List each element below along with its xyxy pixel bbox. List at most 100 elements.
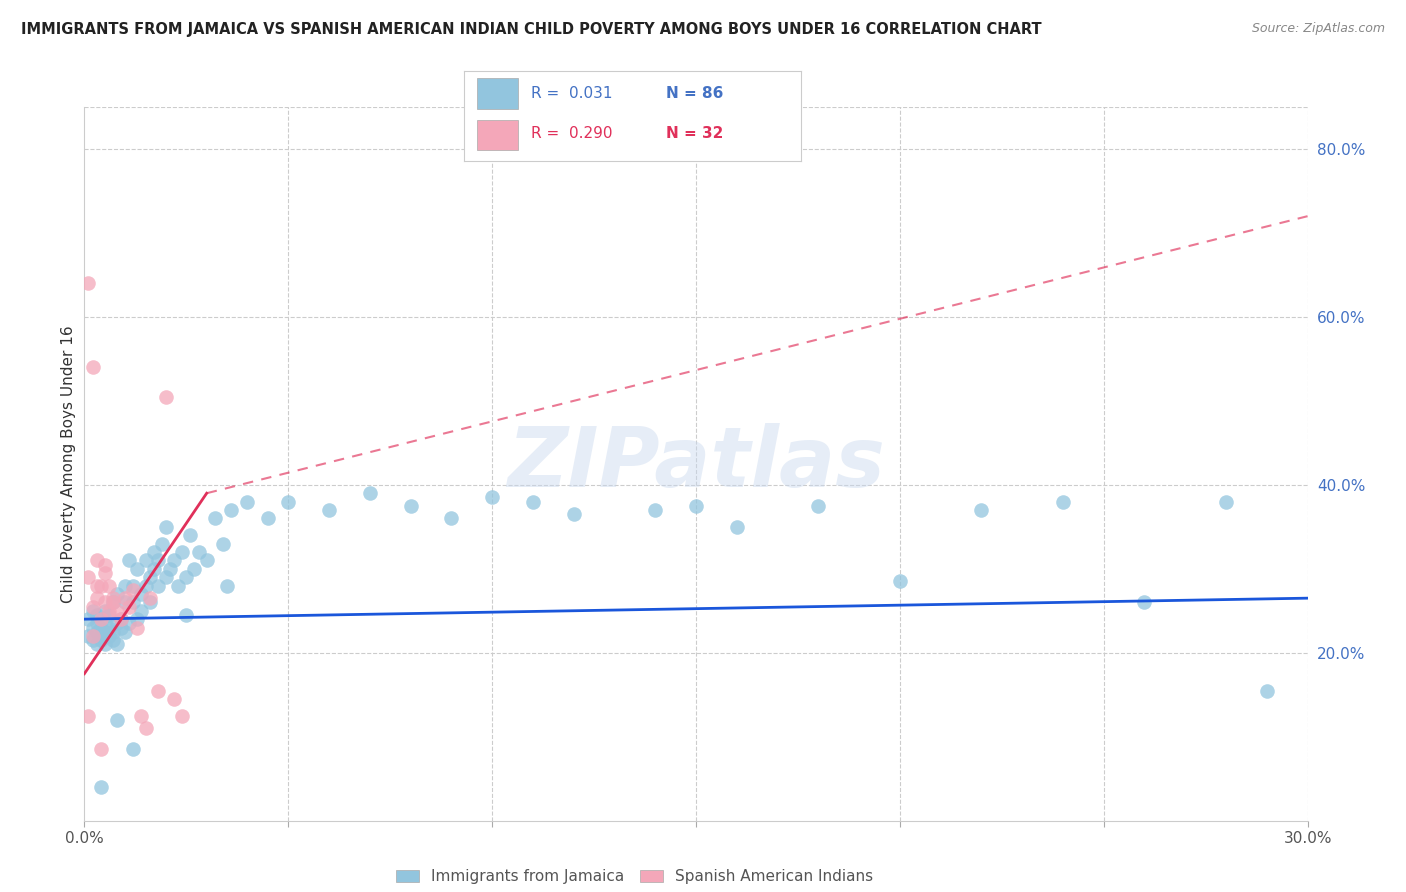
Point bbox=[90, 621, 112, 635]
Point bbox=[725, 520, 748, 534]
Point bbox=[889, 574, 911, 589]
Point bbox=[970, 503, 993, 517]
Point bbox=[82, 360, 104, 375]
Point bbox=[114, 591, 136, 606]
Point bbox=[163, 553, 186, 567]
Point bbox=[155, 390, 177, 404]
Point bbox=[101, 591, 124, 606]
Point bbox=[93, 566, 117, 580]
Point bbox=[86, 616, 108, 631]
Point bbox=[110, 612, 132, 626]
Point bbox=[127, 612, 149, 626]
Point bbox=[167, 578, 190, 592]
Point bbox=[135, 578, 157, 592]
Point bbox=[399, 499, 422, 513]
Point bbox=[93, 637, 117, 651]
Bar bbox=[478, 120, 517, 150]
Point bbox=[86, 553, 108, 567]
Point bbox=[77, 708, 100, 723]
Point bbox=[90, 578, 112, 592]
Point bbox=[90, 633, 112, 648]
Y-axis label: Child Poverty Among Boys Under 16: Child Poverty Among Boys Under 16 bbox=[60, 325, 76, 603]
Point bbox=[685, 499, 707, 513]
Point bbox=[105, 713, 128, 727]
Point bbox=[93, 616, 117, 631]
Legend: Immigrants from Jamaica, Spanish American Indians: Immigrants from Jamaica, Spanish America… bbox=[396, 870, 873, 884]
Point bbox=[1215, 494, 1237, 508]
Point bbox=[146, 553, 169, 567]
Point bbox=[86, 578, 108, 592]
Point bbox=[150, 536, 173, 550]
Point bbox=[122, 595, 145, 609]
Point bbox=[86, 607, 108, 622]
Bar bbox=[478, 78, 517, 109]
Point bbox=[277, 494, 299, 508]
Point bbox=[93, 604, 117, 618]
Point bbox=[110, 621, 132, 635]
Text: ZIPatlas: ZIPatlas bbox=[508, 424, 884, 504]
Point bbox=[90, 629, 112, 643]
Point bbox=[146, 578, 169, 592]
Point bbox=[172, 545, 194, 559]
Point bbox=[155, 520, 177, 534]
Point bbox=[159, 562, 181, 576]
Point bbox=[219, 503, 242, 517]
Point bbox=[97, 604, 120, 618]
Point bbox=[644, 503, 666, 517]
Point bbox=[127, 621, 149, 635]
Point bbox=[86, 624, 108, 639]
Point bbox=[204, 511, 226, 525]
Point bbox=[212, 536, 235, 550]
Point bbox=[77, 277, 100, 291]
Point bbox=[131, 604, 153, 618]
Point bbox=[82, 599, 104, 614]
Point bbox=[359, 486, 381, 500]
Point bbox=[146, 683, 169, 698]
Point bbox=[90, 612, 112, 626]
Point bbox=[257, 511, 280, 525]
Point bbox=[82, 604, 104, 618]
Point bbox=[135, 553, 157, 567]
Point bbox=[86, 591, 108, 606]
Point bbox=[318, 503, 340, 517]
Text: N = 32: N = 32 bbox=[666, 127, 724, 141]
Point bbox=[97, 607, 120, 622]
Point bbox=[176, 570, 198, 584]
Point bbox=[142, 562, 165, 576]
Point bbox=[131, 587, 153, 601]
Point bbox=[105, 616, 128, 631]
Point bbox=[105, 604, 128, 618]
Point bbox=[82, 621, 104, 635]
Point bbox=[101, 595, 124, 609]
Point bbox=[1256, 683, 1278, 698]
Point bbox=[110, 612, 132, 626]
Point bbox=[118, 599, 141, 614]
Point bbox=[163, 692, 186, 706]
Point bbox=[172, 708, 194, 723]
Point bbox=[101, 624, 124, 639]
Point bbox=[101, 595, 124, 609]
Point bbox=[155, 570, 177, 584]
Point bbox=[105, 587, 128, 601]
Point bbox=[1052, 494, 1074, 508]
Point bbox=[127, 562, 149, 576]
Point bbox=[179, 528, 201, 542]
Point bbox=[114, 624, 136, 639]
Point bbox=[101, 633, 124, 648]
Point bbox=[122, 582, 145, 597]
Point bbox=[97, 578, 120, 592]
Point bbox=[77, 629, 100, 643]
Text: R =  0.290: R = 0.290 bbox=[531, 127, 613, 141]
Point bbox=[138, 591, 160, 606]
Point bbox=[77, 570, 100, 584]
Point bbox=[522, 494, 544, 508]
Point bbox=[82, 633, 104, 648]
Point bbox=[90, 742, 112, 756]
Point bbox=[1133, 595, 1156, 609]
Point bbox=[187, 545, 209, 559]
Point bbox=[122, 578, 145, 592]
Point bbox=[481, 491, 503, 505]
Text: Source: ZipAtlas.com: Source: ZipAtlas.com bbox=[1251, 22, 1385, 36]
Point bbox=[138, 570, 160, 584]
Text: R =  0.031: R = 0.031 bbox=[531, 87, 613, 101]
